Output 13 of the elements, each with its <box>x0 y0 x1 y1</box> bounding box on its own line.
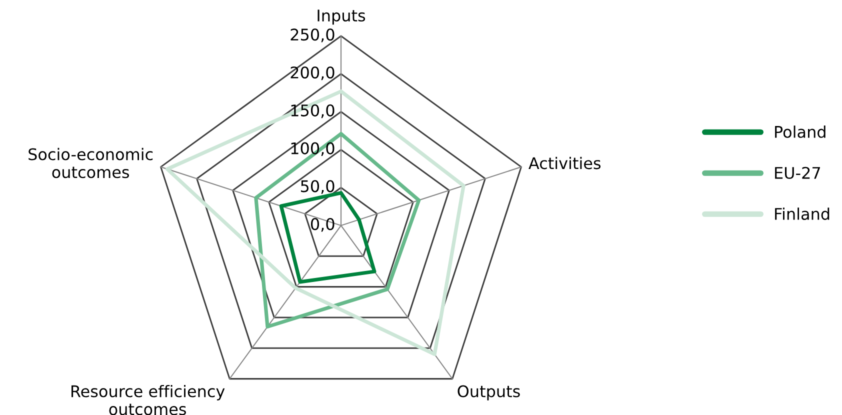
spoke-label: Activities <box>528 156 601 170</box>
legend-label: Poland <box>775 126 826 138</box>
legend-label: EU-27 <box>775 166 820 179</box>
spoke-label: Socio-economic outcomes <box>28 148 153 178</box>
y-tick-label: 0,0 <box>310 218 334 232</box>
legend-label: Finland <box>775 208 830 220</box>
y-tick-label: 50,0 <box>300 180 334 194</box>
y-tick-label: 250,0 <box>290 28 334 42</box>
spoke-label: Resource efficiency outcomes <box>72 384 225 415</box>
y-tick-label: 150,0 <box>291 104 334 118</box>
y-tick-label: 200,0 <box>290 66 334 80</box>
spoke-label: Outputs <box>458 385 520 400</box>
spoke-label: Inputs <box>318 10 366 25</box>
